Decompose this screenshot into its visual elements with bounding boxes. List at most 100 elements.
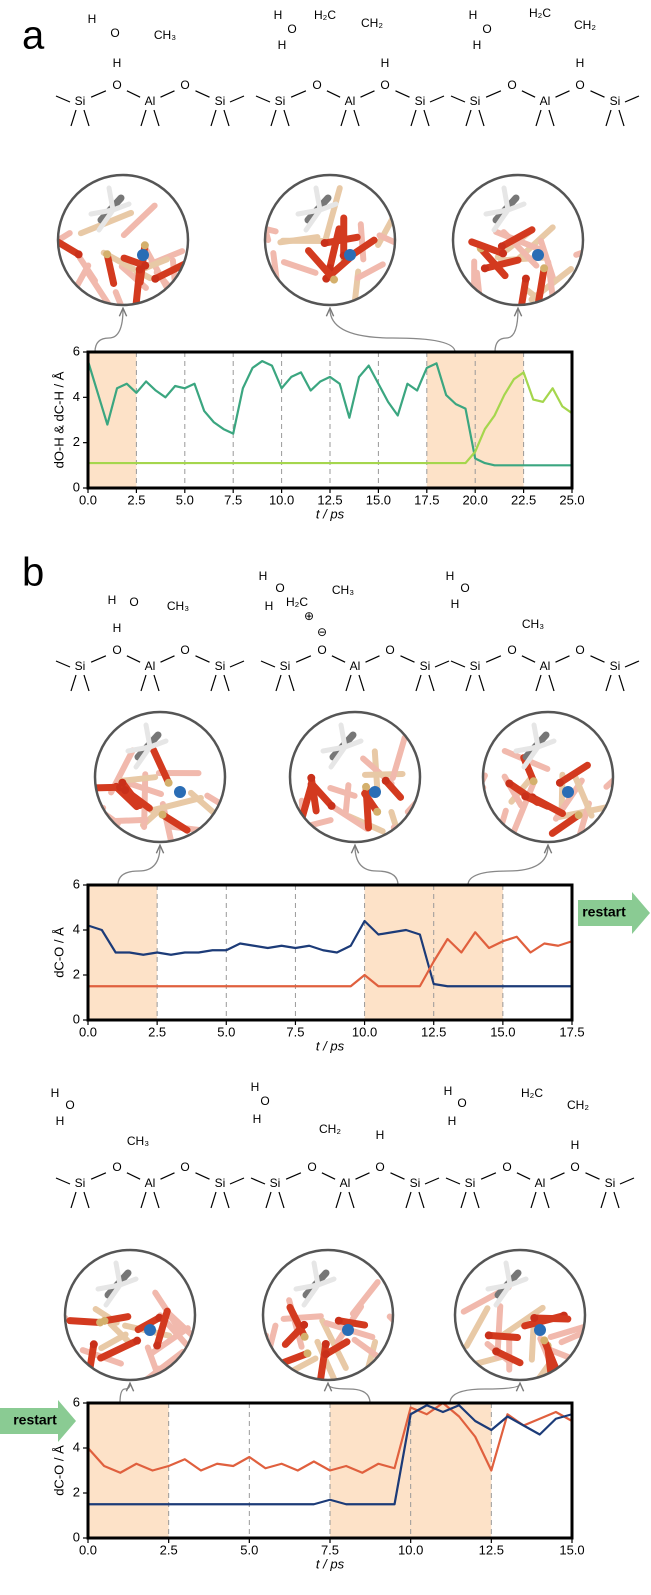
stick (453, 261, 460, 303)
atom-label: Al (145, 94, 156, 108)
y-tick-label: 6 (73, 1394, 80, 1409)
stick (125, 744, 153, 754)
atom (153, 1341, 162, 1350)
stick (354, 261, 386, 281)
x-tick-label: 2.5 (160, 1542, 178, 1557)
bond (521, 655, 536, 663)
y-axis-label: dC-O / Å (51, 1445, 66, 1496)
atom (344, 249, 356, 261)
stick (134, 1314, 163, 1334)
atom-label: O (275, 581, 284, 595)
stick (322, 185, 343, 242)
bond (265, 1191, 272, 1209)
bond (260, 660, 276, 668)
bond (410, 109, 417, 127)
stick (265, 291, 280, 305)
bond (478, 109, 485, 127)
atom (534, 1324, 546, 1336)
atom-label: H₂C (521, 1086, 543, 1100)
bond (358, 674, 365, 692)
stick (95, 783, 124, 792)
stick (270, 250, 281, 290)
bond (618, 674, 625, 692)
stick (124, 779, 164, 798)
x-tick-label: 2.5 (127, 492, 145, 507)
atom-label: H (113, 621, 122, 635)
atom-label: H₂C (286, 595, 308, 609)
stick (390, 824, 402, 842)
stick (65, 1295, 69, 1322)
x-tick-label: 12.5 (479, 1542, 504, 1557)
bond (478, 674, 485, 692)
x-tick-label: 10.0 (398, 1542, 423, 1557)
stick (389, 734, 408, 782)
bond (223, 674, 230, 692)
bond (555, 90, 570, 98)
stick (582, 828, 613, 842)
bond (275, 674, 282, 692)
atom-label: H (451, 597, 460, 611)
atom-label: O (180, 1160, 189, 1174)
bond (126, 1172, 141, 1180)
bond (619, 1177, 635, 1185)
bond (210, 674, 217, 692)
atom (144, 1324, 156, 1336)
plot-frame (86, 350, 574, 490)
bond (345, 674, 352, 692)
x-tick-label: 5.0 (176, 492, 194, 507)
bond (450, 95, 466, 103)
x-tick-label: 10.0 (269, 492, 294, 507)
atom-label: H₂C (529, 6, 551, 20)
stick (88, 207, 116, 217)
atom-label: O (507, 643, 516, 657)
stick (531, 722, 541, 750)
x-tick-label: 25.0 (559, 492, 584, 507)
atom-label: H (113, 56, 122, 70)
atom-label: Al (345, 94, 356, 108)
stick (103, 250, 118, 287)
atom (574, 811, 583, 820)
atom (530, 1313, 539, 1322)
atom (164, 778, 173, 787)
bond (160, 90, 175, 98)
bond (331, 655, 346, 663)
stick (375, 215, 395, 248)
atom-label: CH₂ (319, 1122, 341, 1136)
stick (571, 773, 595, 819)
stick (307, 774, 320, 815)
atom-label: CH₂ (361, 16, 383, 30)
atom-label: H (278, 38, 287, 52)
connector (117, 846, 160, 886)
stick (317, 201, 339, 213)
bond (395, 90, 410, 98)
bond (290, 90, 307, 98)
atom-label: Al (540, 94, 551, 108)
atom-label: CH₃ (127, 1134, 149, 1148)
bond (624, 95, 640, 103)
stick (305, 247, 338, 284)
bond (90, 655, 107, 663)
atom-label: O (375, 1160, 384, 1174)
bond (618, 109, 625, 127)
atom-label: Si (610, 94, 621, 108)
atom (484, 1331, 493, 1340)
stick (376, 232, 395, 252)
atom-label: Si (75, 1176, 86, 1190)
atom-label: O (180, 643, 189, 657)
bond (480, 1172, 497, 1180)
bond (295, 655, 312, 663)
bond (153, 1191, 160, 1209)
atom-label: CH₃ (522, 617, 544, 631)
atom-label: H (51, 1086, 60, 1100)
stick (58, 235, 83, 258)
bond (590, 655, 605, 663)
atom-label: ⊖ (317, 625, 327, 639)
bond (270, 109, 277, 127)
stick (96, 207, 116, 233)
panel-label: a (22, 14, 45, 58)
atom-label: Si (275, 94, 286, 108)
